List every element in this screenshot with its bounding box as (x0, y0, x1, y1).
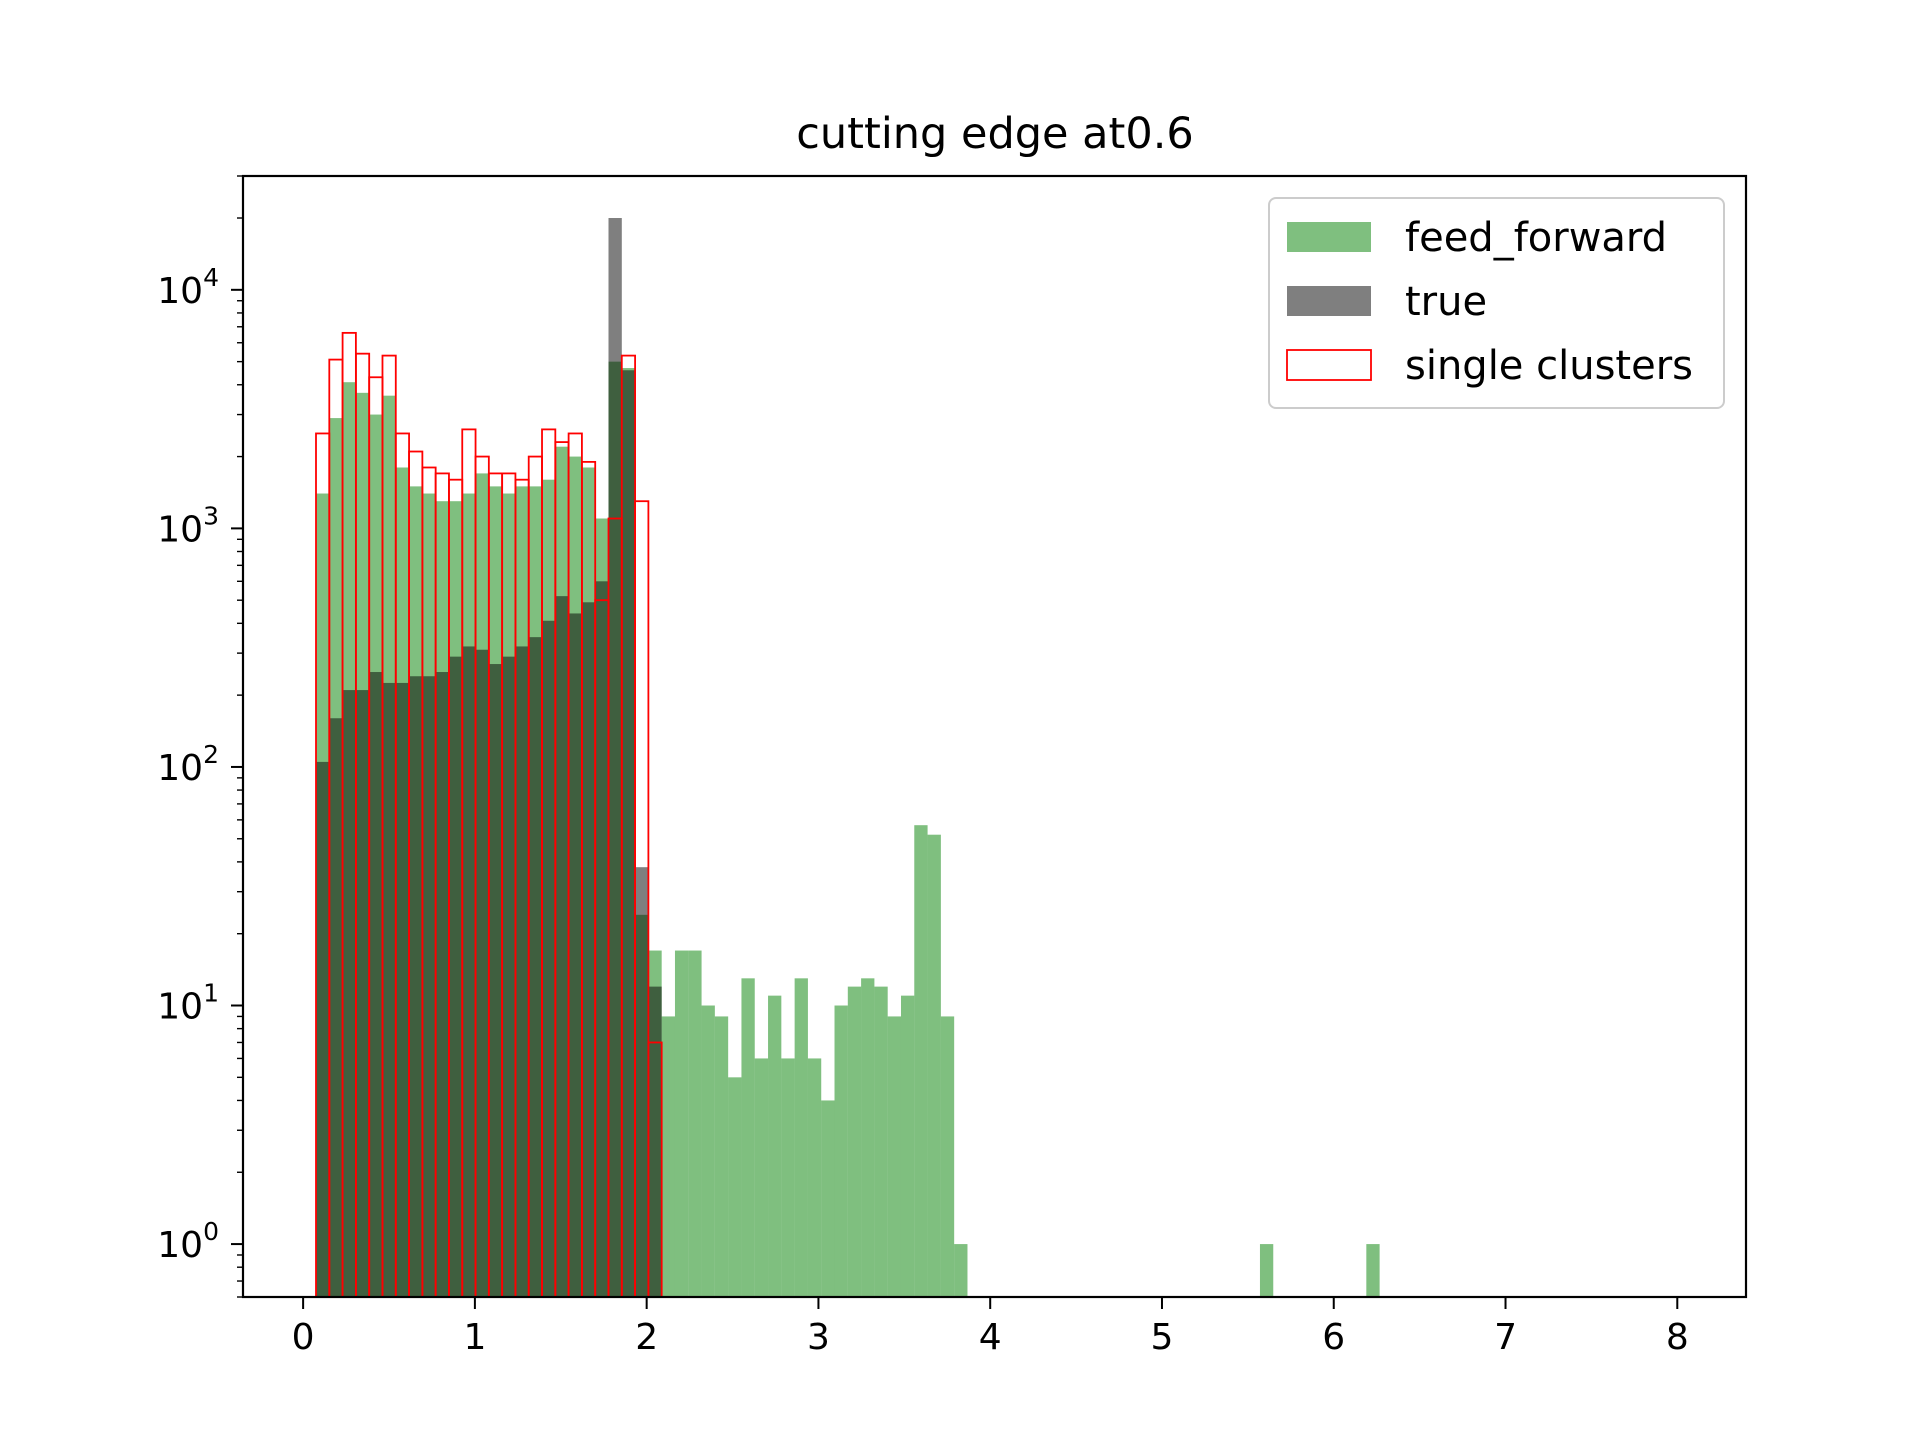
bar (448, 656, 463, 1297)
x-axis: 0 1 2 3 4 5 6 7 8 (292, 1297, 1689, 1358)
x-tick-label: 3 (807, 1317, 830, 1358)
bar (714, 1016, 729, 1297)
y-tick-label: 104 (157, 263, 219, 312)
bar (568, 613, 582, 1297)
y-tick-label: 102 (157, 740, 219, 789)
bar (329, 718, 343, 1297)
bar (781, 1058, 795, 1297)
bar (914, 825, 928, 1297)
bar (874, 986, 888, 1297)
bar (515, 646, 529, 1297)
bar (1259, 1244, 1274, 1297)
bar (847, 986, 862, 1297)
bar (887, 1016, 901, 1297)
y-tick-label: 101 (157, 979, 219, 1028)
bar (581, 602, 596, 1297)
bar (1366, 1244, 1380, 1297)
y-tick-label: 100 (157, 1217, 219, 1266)
bar (741, 978, 755, 1297)
bar (861, 978, 875, 1297)
bar (462, 646, 476, 1297)
bar (435, 672, 449, 1297)
x-tick-label: 6 (1322, 1317, 1345, 1358)
bar (608, 218, 622, 1297)
plot-frame (241, 174, 1748, 1299)
bar (701, 1005, 715, 1297)
bar (422, 676, 436, 1297)
bar (648, 986, 662, 1297)
legend-label: feed_forward (1405, 215, 1667, 261)
bar (342, 690, 356, 1297)
legend-swatch (1287, 286, 1371, 316)
legend-label: true (1405, 279, 1487, 325)
bar (409, 676, 423, 1297)
x-tick-label: 0 (292, 1317, 315, 1358)
bar (355, 690, 370, 1297)
bar (900, 995, 915, 1297)
y-tick-label: 103 (157, 501, 219, 550)
bar (382, 682, 396, 1297)
bar (674, 950, 689, 1297)
x-tick-label: 5 (1151, 1317, 1174, 1358)
bar (794, 978, 808, 1297)
bar (475, 649, 489, 1297)
x-tick-label: 2 (635, 1317, 658, 1358)
series-true (316, 218, 662, 1297)
legend-swatch (1286, 349, 1372, 381)
bar (542, 620, 556, 1297)
chart-title: cutting edge at0.6 (796, 109, 1194, 159)
bar (821, 1100, 835, 1297)
bar (954, 1244, 968, 1297)
x-tick-label: 8 (1666, 1317, 1689, 1358)
bar (927, 834, 941, 1297)
bar (595, 581, 609, 1297)
bar (528, 637, 543, 1297)
bar (555, 596, 569, 1297)
bar (940, 1016, 955, 1297)
bar (635, 867, 649, 1297)
bar (728, 1077, 742, 1297)
bar (807, 1058, 822, 1297)
bar (834, 1005, 848, 1297)
bar (502, 656, 516, 1297)
legend-label: single clusters (1405, 343, 1693, 389)
legend-box (1268, 197, 1725, 409)
bar (316, 761, 330, 1297)
x-tick-label: 1 (463, 1317, 486, 1358)
legend-swatch (1287, 222, 1371, 252)
bar (661, 1016, 675, 1297)
bar (621, 370, 636, 1297)
bar (754, 1058, 769, 1297)
x-tick-label: 7 (1494, 1317, 1517, 1358)
bar (488, 664, 503, 1297)
bar (369, 672, 383, 1297)
bar (768, 995, 782, 1297)
y-axis: 100 101 102 103 104 (157, 175, 243, 1298)
bar (395, 682, 410, 1297)
x-tick-label: 4 (979, 1317, 1002, 1358)
bar (688, 950, 702, 1297)
